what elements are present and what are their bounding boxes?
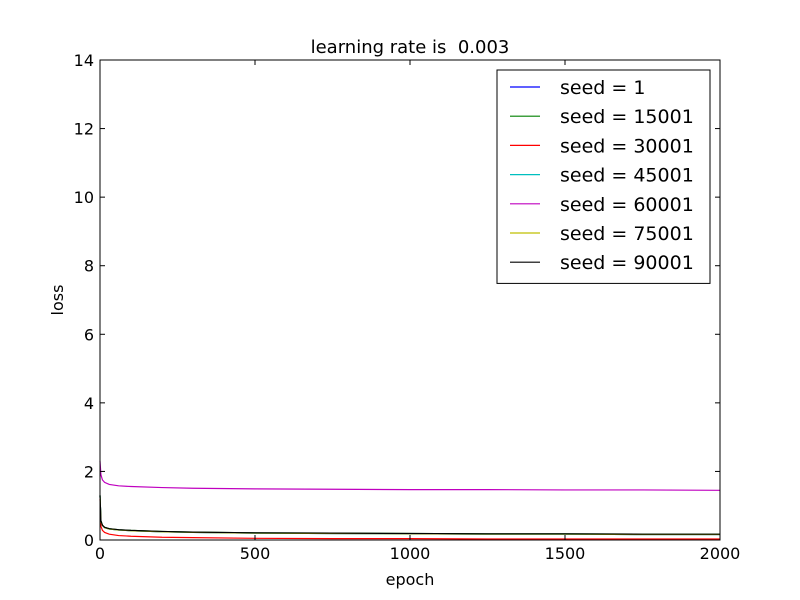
- chart-title: learning rate is 0.003: [311, 37, 510, 58]
- x-tick-label: 500: [240, 544, 271, 563]
- legend-label: seed = 90001: [560, 252, 694, 274]
- legend-label: seed = 45001: [560, 165, 694, 187]
- series-layer: [99, 461, 721, 540]
- series-line-3: [99, 498, 720, 540]
- y-tick-label: 6: [84, 325, 94, 344]
- legend-label: seed = 1: [560, 77, 645, 99]
- y-tick-label: 0: [84, 531, 94, 550]
- x-tick-label: 1500: [545, 544, 586, 563]
- legend-box: [496, 69, 711, 284]
- ticks-layer: 0 500 1000 1500 2000 0 2 4 6 8 10 12 14: [74, 51, 741, 563]
- y-tick-label: 8: [84, 257, 94, 276]
- series-line-7: [99, 495, 720, 535]
- y-tick-label: 10: [74, 188, 94, 207]
- y-tick-label: 4: [84, 394, 94, 413]
- y-axis-label: loss: [48, 285, 67, 316]
- y-tick-label: 2: [84, 462, 94, 481]
- legend: seed = 1 seed = 15001 seed = 30001 seed = 4…: [496, 69, 711, 284]
- legend-label: seed = 15001: [560, 106, 694, 128]
- legend-label: seed = 30001: [560, 135, 694, 157]
- legend-label: seed = 60001: [560, 194, 694, 216]
- legend-label: seed = 75001: [560, 223, 694, 245]
- x-tick-label: 2000: [700, 544, 741, 563]
- y-tick-label: 14: [74, 51, 94, 70]
- y-tick-label: 12: [74, 120, 94, 139]
- x-axis-label: epoch: [386, 570, 435, 589]
- x-tick-label: 0: [95, 544, 105, 563]
- series-line-5: [99, 461, 721, 491]
- x-tick-label: 1000: [390, 544, 431, 563]
